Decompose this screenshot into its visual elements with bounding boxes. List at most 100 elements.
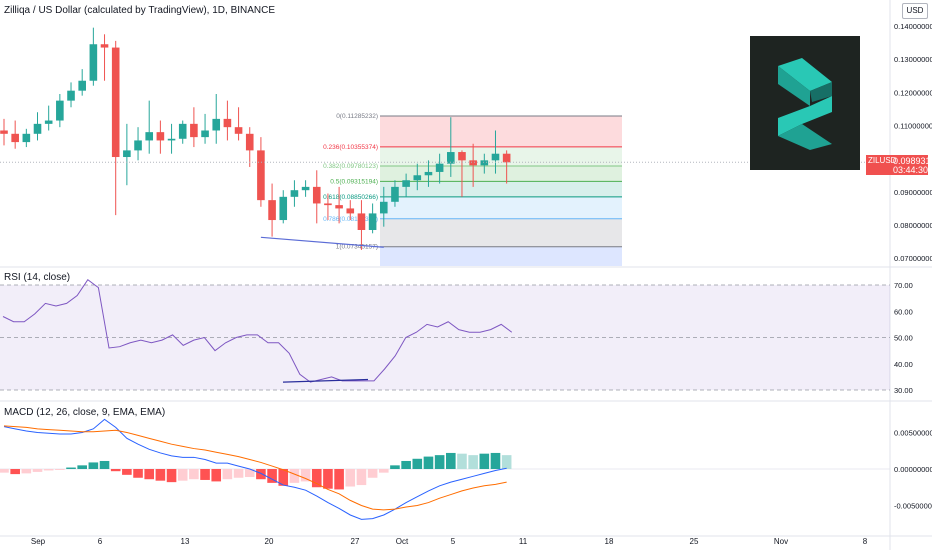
time-axis-tick: 20 xyxy=(265,537,274,546)
chart-title: Zilliqa / US Dollar (calculated by Tradi… xyxy=(4,5,276,16)
candle-body xyxy=(89,44,98,81)
fib-zone-extension xyxy=(380,246,622,266)
candle-body xyxy=(212,118,221,131)
macd-histogram-bar xyxy=(311,469,322,488)
macd-histogram-bar xyxy=(401,460,411,469)
candle-body xyxy=(391,186,399,202)
candle-body xyxy=(190,123,198,138)
candle-body xyxy=(245,133,254,151)
candle-body xyxy=(201,130,209,138)
macd-histogram-bar xyxy=(133,469,143,478)
candle-body xyxy=(22,133,31,143)
candle-body xyxy=(56,100,64,121)
rsi-line xyxy=(2,279,513,383)
candle-body xyxy=(167,138,176,141)
fib-zone xyxy=(380,181,622,197)
macd-histogram-bar xyxy=(378,469,389,473)
macd-histogram-bar xyxy=(390,465,400,469)
candle-body xyxy=(67,90,75,101)
macd-histogram-bar xyxy=(21,469,32,474)
fib-level-label: 0.618(0.08850266) xyxy=(323,194,378,201)
macd-histogram-bar xyxy=(479,453,490,469)
price-axis-tick: 0.08000000 xyxy=(894,221,932,230)
rsi-axis-tick: 60.00 xyxy=(894,307,913,316)
macd-histogram-bar xyxy=(490,452,501,469)
macd-histogram-bar xyxy=(222,469,233,480)
fib-level-label: 0.5(0.09315194) xyxy=(330,178,378,185)
macd-histogram-bar xyxy=(233,469,244,478)
candle-body xyxy=(145,132,154,141)
candle-body xyxy=(379,201,388,214)
candle-body xyxy=(413,175,422,181)
candle-body xyxy=(11,133,19,143)
candle-body xyxy=(268,200,276,221)
candle-body xyxy=(111,47,120,158)
macd-histogram-bar xyxy=(323,469,333,489)
macd-histogram-bar xyxy=(189,469,199,480)
macd-histogram-bar xyxy=(289,469,300,483)
fib-level-label: 1(0.07345157) xyxy=(336,244,378,251)
candle-body xyxy=(290,190,299,197)
macd-label: MACD (12, 26, close, 9, EMA, EMA) xyxy=(4,407,166,418)
last-price-tag: ZILUSD 0.09893196 03:44:30 xyxy=(866,155,932,175)
price-axis-tick: 0.11000000 xyxy=(894,122,932,131)
macd-histogram-bar xyxy=(367,469,378,478)
macd-histogram-bar xyxy=(155,469,166,481)
price-axis-tick: 0.12000000 xyxy=(894,88,932,97)
candle-body xyxy=(357,213,366,230)
fib-level-label: 0.236(0.10355374) xyxy=(323,144,378,151)
candle-body xyxy=(100,44,109,48)
time-axis-tick: 5 xyxy=(451,537,456,546)
candle-body xyxy=(234,127,243,134)
macd-histogram-bar xyxy=(0,469,9,473)
time-axis-tick: Nov xyxy=(774,537,788,546)
candle-body xyxy=(78,80,86,91)
macd-histogram-bar xyxy=(345,469,356,487)
time-axis-tick: 18 xyxy=(605,537,614,546)
macd-signal-line xyxy=(3,425,507,511)
zilliqa-logo-mark xyxy=(778,58,832,150)
candle-body xyxy=(44,120,53,124)
macd-histogram-bar xyxy=(66,467,76,469)
price-axis-tick: 0.09000000 xyxy=(894,188,932,197)
rsi-axis-tick: 30.00 xyxy=(894,386,913,395)
time-axis-tick: 25 xyxy=(690,537,699,546)
macd-histogram-bar xyxy=(434,455,445,469)
candle-body xyxy=(491,153,500,161)
macd-histogram-bar xyxy=(468,455,478,469)
macd-histogram-bar xyxy=(211,469,222,482)
candle-body xyxy=(223,118,232,128)
candle-body xyxy=(178,123,187,139)
candle-body xyxy=(134,140,142,151)
price-tag-price: 0.09893196 xyxy=(893,156,932,166)
macd-histogram-bar xyxy=(166,469,177,483)
fib-zone xyxy=(380,218,622,247)
fib-level-label: 0(0.11285232) xyxy=(336,113,378,120)
candle-body xyxy=(257,150,265,201)
price-axis-tick: 0.14000000 xyxy=(894,22,932,31)
candle-body xyxy=(458,152,466,161)
macd-line xyxy=(3,418,507,520)
time-axis-tick: 8 xyxy=(863,537,868,546)
macd-histogram-bar xyxy=(356,469,367,486)
macd-histogram-bar xyxy=(267,469,277,483)
currency-button[interactable]: USD xyxy=(902,3,928,19)
candle-body xyxy=(346,208,355,214)
divergence-line-price xyxy=(260,236,384,248)
macd-histogram-bar xyxy=(122,469,132,475)
macd-axis-tick: 0.00500000 xyxy=(894,429,932,438)
time-axis-tick: Oct xyxy=(396,537,409,546)
macd-histogram-bar xyxy=(88,462,99,469)
macd-histogram-bar xyxy=(256,469,266,480)
macd-histogram-bar xyxy=(99,460,110,469)
macd-histogram-bar xyxy=(300,469,311,482)
time-axis-tick: Sep xyxy=(31,537,46,546)
candle-body xyxy=(502,153,511,163)
candle-body xyxy=(402,180,410,187)
macd-histogram-bar xyxy=(334,469,344,490)
macd-histogram-bar xyxy=(244,469,255,478)
price-tag-symbol: ZILUSD xyxy=(868,156,897,165)
zilliqa-logo xyxy=(750,36,860,170)
candle-body xyxy=(368,213,377,230)
